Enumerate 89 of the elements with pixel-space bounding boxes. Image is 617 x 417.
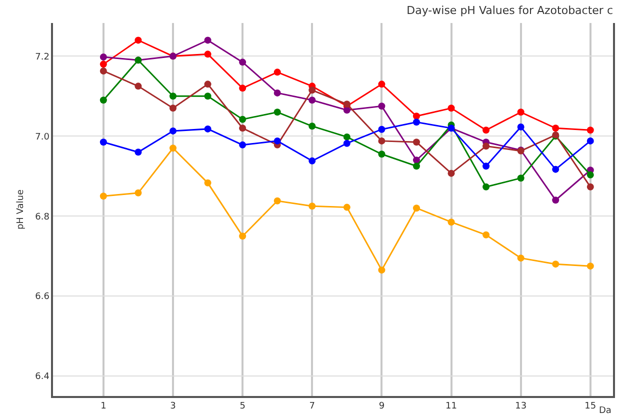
point — [378, 266, 386, 274]
point — [134, 82, 142, 90]
point — [204, 125, 212, 132]
x-tick-label: 11 — [446, 402, 457, 412]
y-tick-label: 6.8 — [35, 212, 50, 222]
chart-title: Day-wise pH Values for Azotobacter c — [406, 4, 613, 17]
point — [378, 150, 386, 158]
point — [239, 124, 246, 132]
point — [448, 104, 455, 112]
x-axis-title: Da — [599, 406, 612, 416]
y-tick-label: 6.6 — [35, 292, 50, 302]
point — [100, 192, 107, 200]
point — [586, 171, 594, 178]
point — [134, 36, 142, 44]
point — [517, 123, 524, 130]
point — [343, 106, 350, 114]
point — [170, 104, 176, 112]
point — [552, 124, 560, 132]
point — [134, 189, 142, 196]
point — [239, 84, 246, 92]
point — [204, 36, 212, 44]
y-tick-label: 7.2 — [35, 52, 50, 62]
point — [308, 96, 316, 104]
point — [170, 127, 176, 134]
point — [100, 53, 107, 60]
point — [552, 196, 560, 204]
point — [343, 133, 350, 140]
point — [204, 179, 212, 186]
point — [308, 157, 316, 164]
point — [274, 108, 281, 116]
point — [482, 126, 490, 134]
point — [204, 50, 212, 58]
point — [586, 137, 594, 144]
point — [412, 156, 420, 164]
point — [552, 260, 560, 268]
point — [586, 183, 594, 190]
x-tick-label: 15 — [584, 402, 596, 412]
point — [412, 112, 420, 120]
point — [552, 166, 560, 173]
point — [170, 92, 176, 100]
point — [378, 102, 386, 110]
point — [239, 232, 246, 240]
point — [378, 137, 386, 144]
point — [412, 162, 420, 170]
point — [308, 202, 316, 210]
point — [308, 122, 316, 130]
point — [517, 108, 524, 116]
x-tick-label: 7 — [309, 402, 315, 412]
point — [100, 67, 107, 74]
point — [239, 58, 246, 66]
point — [482, 183, 490, 190]
point — [274, 197, 281, 204]
y-tick-label: 6.4 — [35, 372, 50, 382]
point — [274, 137, 281, 144]
x-tick-label: 9 — [378, 402, 385, 412]
point — [343, 204, 350, 211]
point — [170, 144, 176, 152]
x-tick-label: 13 — [515, 402, 527, 412]
point — [308, 86, 316, 94]
point — [204, 92, 212, 100]
point — [378, 126, 386, 133]
point — [482, 231, 490, 238]
point — [239, 141, 246, 148]
point — [239, 116, 246, 123]
point — [204, 80, 212, 88]
y-tick-label: 7.0 — [35, 132, 50, 142]
point — [586, 126, 594, 134]
x-tick-label: 5 — [240, 402, 246, 412]
point — [274, 68, 281, 76]
y-axis-title: pH Value — [16, 189, 26, 230]
point — [100, 96, 107, 104]
point — [482, 142, 490, 150]
point — [412, 138, 420, 146]
point — [274, 89, 281, 96]
point — [134, 148, 142, 156]
x-tick-label: 1 — [100, 402, 106, 412]
point — [343, 140, 350, 147]
point — [100, 138, 107, 146]
point — [378, 80, 386, 88]
point — [448, 170, 455, 177]
point — [100, 60, 107, 68]
point — [448, 218, 455, 226]
point — [412, 204, 420, 212]
point — [412, 118, 420, 126]
x-tick-label: 3 — [170, 402, 176, 412]
point — [586, 262, 594, 270]
point — [517, 174, 524, 182]
point — [517, 254, 524, 262]
point — [482, 162, 490, 170]
